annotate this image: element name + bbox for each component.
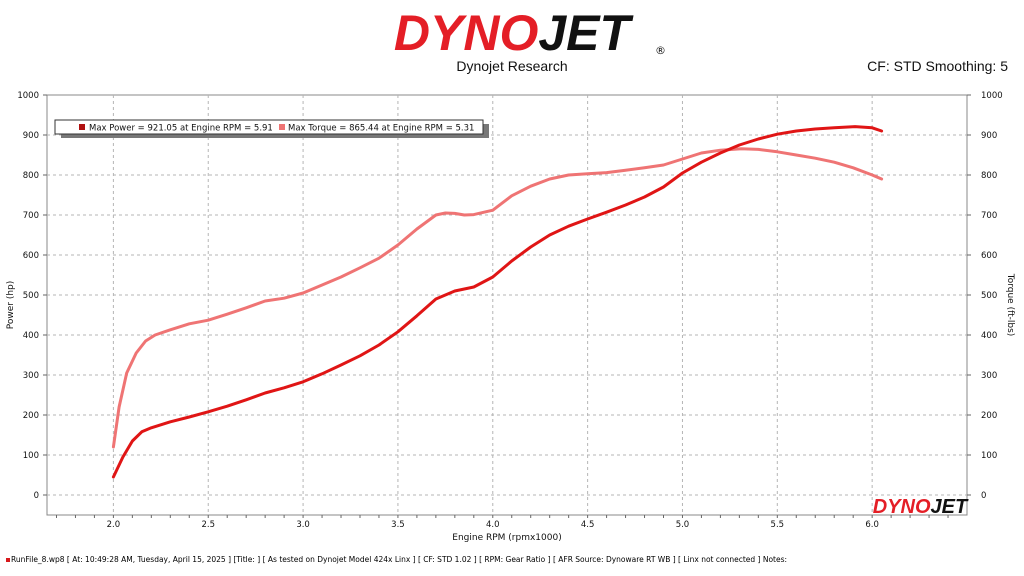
logo-text: DYNOJET — [394, 5, 635, 56]
y-tick-label-right: 900 — [981, 131, 997, 141]
x-axis-label: Engine RPM (rpmx1000) — [452, 533, 561, 543]
legend: Max Power = 921.05 at Engine RPM = 5.91 … — [54, 119, 489, 138]
dynojet-logo: DYNOJET ® — [394, 5, 666, 56]
y-tick-label-left: 500 — [23, 291, 39, 301]
x-tick-label: 3.5 — [391, 520, 405, 530]
run-file-info: RunFile_8.wp8 [ At: 10:49:28 AM, Tuesday… — [6, 555, 787, 564]
x-tick-label: 5.0 — [676, 520, 690, 530]
torque-line — [111, 147, 884, 449]
x-tick-label: 5.5 — [771, 520, 785, 530]
y-axis-label-right: Torque (ft-lbs) — [1005, 273, 1015, 337]
y-tick-label-left: 100 — [23, 451, 39, 461]
y-tick-label-left: 700 — [23, 211, 39, 221]
legend-swatch-torque — [279, 124, 285, 130]
y-tick-label-left: 200 — [23, 411, 39, 421]
y-tick-label-right: 200 — [981, 411, 997, 421]
y-tick-label-left: 0 — [34, 491, 39, 501]
y-tick-label-right: 700 — [981, 211, 997, 221]
cf-smoothing-info: CF: STD Smoothing: 5 — [867, 58, 1008, 74]
legend-label-power: Max Power = 921.05 at Engine RPM = 5.91 — [89, 124, 273, 134]
x-tick-label: 4.5 — [581, 520, 595, 530]
y-tick-label-left: 300 — [23, 371, 39, 381]
tick-labels: 0 0 100 100 200 200 300 300 400 400 500 500 600 600 70… — [17, 91, 1002, 530]
dyno-chart: 0 0 100 100 200 200 300 300 400 400 500 500 600 600 70… — [6, 91, 1015, 543]
y-tick-label-right: 300 — [981, 371, 997, 381]
legend-swatch-power — [79, 124, 85, 130]
x-tick-label: 2.5 — [201, 520, 215, 530]
y-tick-label-right: 600 — [981, 251, 997, 261]
logo-registered: ® — [655, 44, 666, 56]
x-tick-label: 4.0 — [486, 520, 500, 530]
y-tick-label-left: 600 — [23, 251, 39, 261]
power-line — [111, 125, 884, 479]
y-tick-label-right: 1000 — [981, 91, 1003, 101]
y-tick-label-left: 1000 — [17, 91, 39, 101]
y-tick-label-right: 800 — [981, 171, 997, 181]
svg-text:DYNOJET: DYNOJET — [873, 496, 969, 518]
plot-area — [46, 94, 968, 516]
x-tick-label: 2.0 — [107, 520, 121, 530]
series-lines — [111, 125, 884, 479]
run-file-text: RunFile_8.wp8 [ At: 10:49:28 AM, Tuesday… — [11, 555, 788, 564]
y-tick-label-right: 500 — [981, 291, 997, 301]
y-axis-label-left: Power (hp) — [6, 281, 16, 330]
y-tick-label-left: 400 — [23, 331, 39, 341]
run-file-marker-icon — [6, 558, 10, 562]
chart-subtitle: Dynojet Research — [456, 58, 568, 74]
y-tick-label-left: 800 — [23, 171, 39, 181]
x-tick-label: 3.0 — [296, 520, 310, 530]
y-tick-label-right: 100 — [981, 451, 997, 461]
legend-box — [54, 119, 484, 135]
y-tick-label-right: 0 — [981, 491, 986, 501]
x-tick-label: 6.0 — [865, 520, 879, 530]
legend-label-torque: Max Torque = 865.44 at Engine RPM = 5.31 — [288, 124, 474, 134]
y-tick-label-right: 400 — [981, 331, 997, 341]
chart-watermark-logo: DYNOJET — [873, 496, 969, 518]
y-tick-label-left: 900 — [23, 131, 39, 141]
